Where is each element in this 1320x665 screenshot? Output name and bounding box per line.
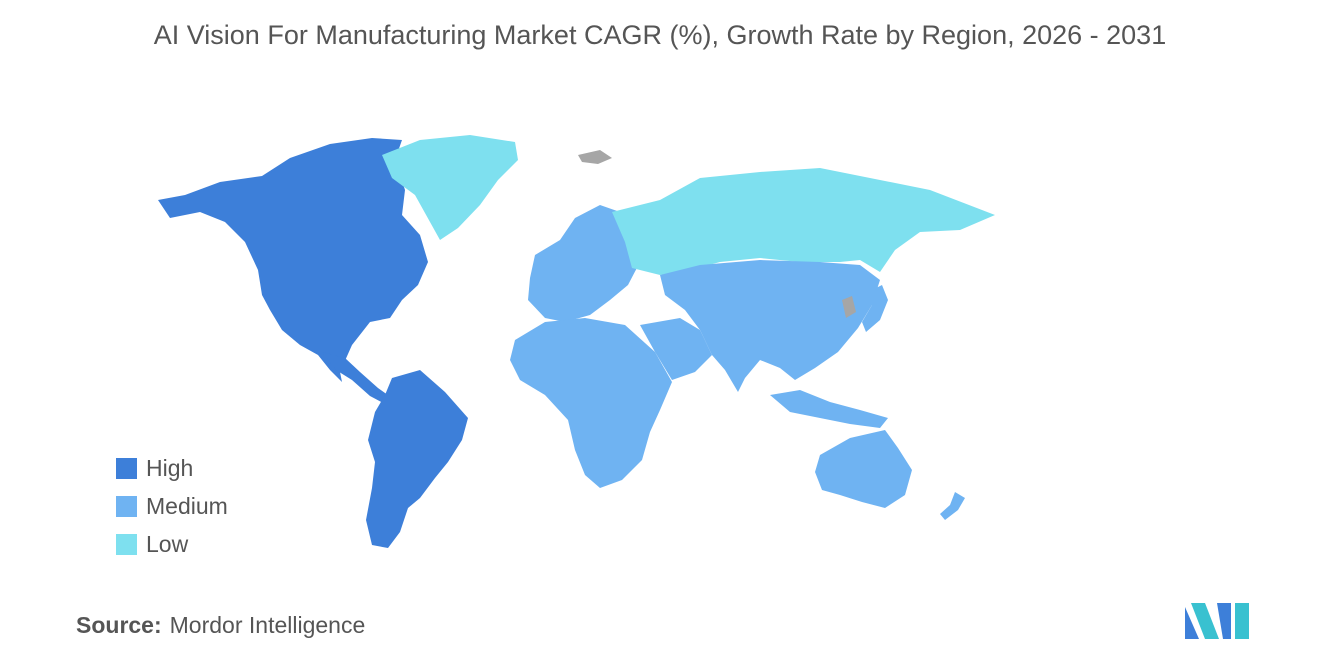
legend-label-low: Low [146, 530, 189, 557]
source-label: Source: [76, 612, 162, 638]
legend-swatch-high [116, 457, 137, 479]
region-new-zealand [940, 492, 965, 520]
legend-swatch-low [116, 533, 137, 555]
source-value: Mordor Intelligence [169, 612, 366, 638]
region-asia [660, 260, 880, 392]
region-greenland [382, 135, 518, 240]
region-russia [612, 168, 995, 275]
legend-item-medium: Medium [116, 487, 228, 525]
region-africa [510, 318, 672, 488]
source-note: Source: Mordor Intelligence [76, 612, 365, 639]
mordor-intelligence-logo-icon [1185, 603, 1249, 639]
region-svalbard-no-data [578, 150, 612, 164]
legend-label-medium: Medium [146, 492, 228, 519]
region-south-america [366, 370, 468, 548]
legend-swatch-medium [116, 495, 137, 517]
region-japan [862, 285, 888, 332]
region-europe [528, 205, 640, 322]
map-legend: High Medium Low [116, 449, 228, 563]
region-australia [815, 430, 912, 508]
chart-title: AI Vision For Manufacturing Market CAGR … [153, 20, 1167, 50]
region-korea-no-data [842, 296, 856, 318]
legend-item-low: Low [116, 525, 228, 563]
region-southeast-asia [770, 390, 888, 428]
region-north-america [158, 138, 428, 382]
region-middle-east [640, 318, 712, 380]
region-central-america [322, 352, 392, 404]
legend-item-high: High [116, 449, 228, 487]
legend-label-high: High [146, 454, 194, 481]
